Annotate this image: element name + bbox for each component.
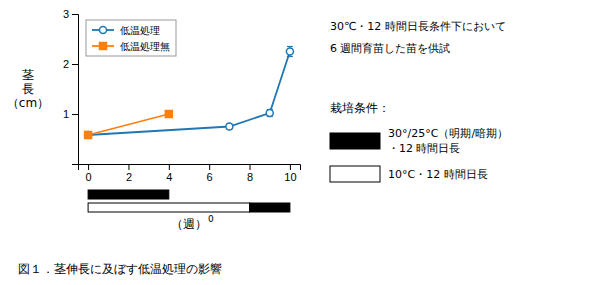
period-bar — [88, 203, 249, 212]
point — [165, 111, 172, 118]
tick: 1 — [63, 108, 78, 120]
condition-legend-title: 栽培条件： — [330, 101, 390, 115]
period-bar — [88, 190, 169, 199]
condition-label: 30°/25°C（明期/暗期） — [388, 127, 508, 140]
legend-label: 低温処理無 — [120, 41, 170, 52]
marks — [85, 47, 294, 139]
tick-mark — [169, 164, 170, 170]
tick: 10 — [284, 164, 296, 183]
x-axis: 0 2 4 6 8 10 — [79, 164, 301, 183]
tick: 8 — [247, 164, 253, 183]
series-line — [88, 114, 169, 135]
point — [226, 123, 233, 130]
series-line — [88, 52, 290, 136]
error-bar — [287, 47, 293, 57]
tick-mark — [72, 64, 78, 65]
point — [85, 132, 92, 139]
tick-label: 2 — [126, 171, 132, 183]
tick-mark — [250, 164, 251, 170]
tick-mark — [290, 164, 291, 170]
legend-item: 低温処理 — [92, 25, 160, 36]
tick-label: 3 — [63, 8, 69, 20]
tick-mark — [128, 164, 129, 170]
tick-label: 8 — [247, 171, 253, 183]
tick-mark — [72, 114, 78, 115]
legend-marker — [100, 27, 107, 34]
period-bar — [250, 203, 290, 212]
plot: 0246810123低温処理低温処理無 — [63, 8, 301, 212]
error-bar — [226, 124, 232, 129]
point — [266, 110, 273, 117]
note: 30℃・12 時間日長条件下において — [330, 20, 506, 33]
tick-mark — [88, 164, 89, 170]
x-axis-label-superscript: 0 — [208, 214, 214, 224]
legend-item: 低温処理無 — [92, 41, 170, 52]
tick-label: 10 — [284, 171, 296, 183]
axis-line — [79, 165, 301, 171]
tick-label: 0 — [86, 171, 92, 183]
y-axis-label: 茎長（cm） — [7, 68, 49, 110]
error-bar — [267, 110, 273, 117]
tick-mark — [72, 14, 78, 15]
tick-label: 2 — [63, 58, 69, 70]
point — [286, 48, 293, 55]
tick: 2 — [63, 58, 78, 70]
y-axis-label-line: 長 — [22, 82, 34, 96]
legend-frame — [86, 20, 176, 56]
y-axis-label-line: 茎 — [22, 68, 34, 82]
tick: 4 — [166, 164, 172, 183]
legend: 低温処理低温処理無 — [86, 20, 176, 56]
chart: 0246810123低温処理低温処理無茎長（cm）（週）030℃・12 時間日長… — [0, 0, 600, 285]
caption: 図１．茎伸長に及ぼす低温処理の影響 — [18, 262, 222, 276]
tick-label: 6 — [207, 171, 213, 183]
tick-label: 1 — [63, 108, 69, 120]
legend-label: 低温処理 — [120, 25, 160, 36]
tick-mark — [209, 164, 210, 170]
condition-swatch — [330, 133, 380, 149]
y-axis-label-line: （cm） — [7, 96, 49, 110]
tick: 6 — [207, 164, 213, 183]
condition-label: 10°C・12 時間日長 — [388, 168, 488, 181]
x-axis-label: （週） — [171, 217, 207, 231]
tick: 0 — [86, 164, 92, 183]
tick-label: 4 — [166, 171, 172, 183]
tick: 3 — [63, 8, 78, 20]
point — [85, 132, 92, 139]
condition-swatch — [330, 166, 380, 182]
error-bar — [85, 133, 91, 138]
tick: 2 — [126, 164, 132, 183]
legend-marker — [100, 43, 107, 50]
axis-line — [72, 15, 79, 165]
y-axis: 1 2 3 — [63, 8, 79, 164]
note: 6 週間育苗した苗を供試 — [330, 42, 451, 55]
condition-label: ・12 時間日長 — [388, 142, 461, 155]
